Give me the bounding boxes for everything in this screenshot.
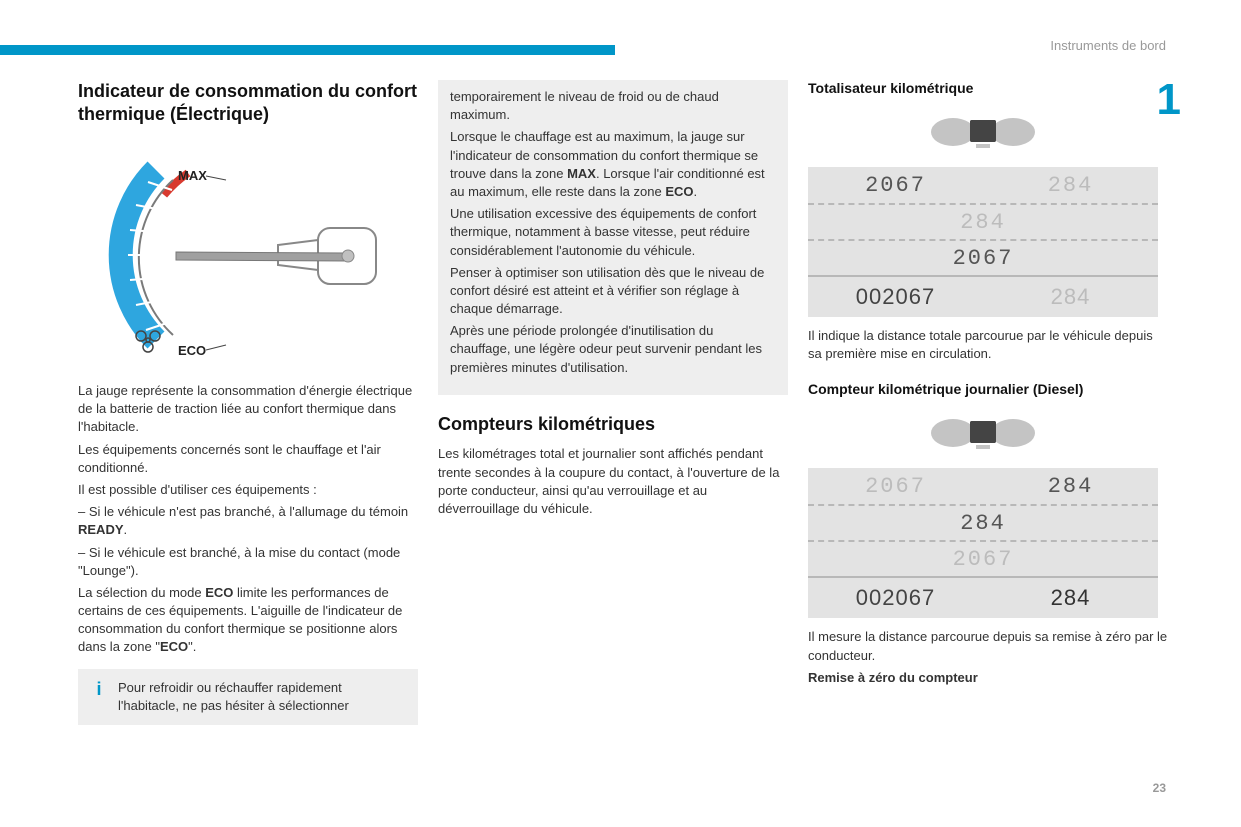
g4: Penser à optimiser son utilisation dès q… bbox=[450, 264, 776, 319]
info-icon: i bbox=[88, 677, 110, 699]
top-accent-bar bbox=[0, 45, 615, 55]
col1-p2: Les équipements concernés sont le chauff… bbox=[78, 441, 418, 477]
odometer-value: 284 bbox=[808, 210, 1158, 235]
dashboard-outline-icon bbox=[808, 110, 1158, 159]
col3-h3b: Compteur kilométrique journalier (Diesel… bbox=[808, 381, 1168, 397]
t: La sélection du mode bbox=[78, 585, 205, 600]
odometer-row: 284 bbox=[808, 504, 1158, 540]
odometer-display-total: 20672842842067002067284 bbox=[808, 110, 1158, 317]
info-text: Pour refroidir ou réchauffer rapidement … bbox=[118, 680, 349, 713]
col1-li2: – Si le véhicule est branché, à la mise … bbox=[78, 544, 418, 580]
svg-text:MAX: MAX bbox=[178, 168, 207, 183]
odometer-trip: 284 bbox=[983, 585, 1158, 611]
svg-text:ECO: ECO bbox=[178, 343, 206, 358]
info-callout: i Pour refroidir ou réchauffer rapidemen… bbox=[78, 669, 418, 725]
odometer-bottom-row: 002067284 bbox=[808, 275, 1158, 317]
t: ECO bbox=[160, 639, 188, 654]
g2: Lorsque le chauffage est au maximum, la … bbox=[450, 128, 776, 201]
t: MAX bbox=[567, 166, 596, 181]
column-3: Totalisateur kilométrique 20672842842067… bbox=[808, 80, 1168, 725]
col3-pBb: Remise à zéro du compteur bbox=[808, 669, 1168, 687]
g5: Après une période prolongée d'inutilisat… bbox=[450, 322, 776, 377]
col1-title: Indicateur de consommation du confort th… bbox=[78, 80, 418, 125]
odometer-trip: 284 bbox=[983, 284, 1158, 310]
odometer-total: 002067 bbox=[808, 585, 983, 611]
column-1: Indicateur de consommation du confort th… bbox=[78, 80, 418, 725]
t: ECO bbox=[665, 184, 693, 199]
col1-li1c: . bbox=[124, 522, 128, 537]
odometer-display-trip: 20672842842067002067284 bbox=[808, 411, 1158, 618]
col3-h3a: Totalisateur kilométrique bbox=[808, 80, 1168, 96]
column-2: temporairement le niveau de froid ou de … bbox=[438, 80, 788, 725]
col1-p1: La jauge représente la consommation d'én… bbox=[78, 382, 418, 437]
odometer-row: 2067 bbox=[808, 540, 1158, 576]
t: . bbox=[694, 184, 698, 199]
col1-li1a: – Si le véhicule n'est pas branché, à l'… bbox=[78, 504, 408, 519]
odometer-row: 2067 bbox=[808, 239, 1158, 275]
odometer-value: 284 bbox=[808, 511, 1158, 536]
gauge-svg: MAX ECO bbox=[78, 140, 418, 370]
gray-continuation-block: temporairement le niveau de froid ou de … bbox=[438, 80, 788, 395]
col1-p3: Il est possible d'utiliser ces équipemen… bbox=[78, 481, 418, 499]
header-section-label: Instruments de bord bbox=[1050, 38, 1166, 53]
col1-li1: – Si le véhicule n'est pas branché, à l'… bbox=[78, 503, 418, 539]
odometer-value: 2067 bbox=[808, 246, 1158, 271]
col1-li1b: READY bbox=[78, 522, 124, 537]
odometer-row: 284 bbox=[808, 203, 1158, 239]
col1-p4: La sélection du mode ECO limite les perf… bbox=[78, 584, 418, 657]
t: Remise à zéro du compteur bbox=[808, 670, 978, 685]
odometer-value-right: 284 bbox=[983, 474, 1158, 499]
t: ". bbox=[188, 639, 196, 654]
odometer-total: 002067 bbox=[808, 284, 983, 310]
page-number: 23 bbox=[1153, 781, 1166, 795]
col3-pB: Il mesure la distance parcourue depuis s… bbox=[808, 628, 1168, 664]
col3-pA: Il indique la distance totale parcourue … bbox=[808, 327, 1168, 363]
odometer-value: 2067 bbox=[808, 547, 1158, 572]
odometer-row: 2067284 bbox=[808, 167, 1158, 203]
content-columns: Indicateur de consommation du confort th… bbox=[78, 80, 1168, 725]
g1: temporairement le niveau de froid ou de … bbox=[450, 88, 776, 124]
odometer-value-left: 2067 bbox=[808, 474, 983, 499]
t: ECO bbox=[205, 585, 233, 600]
odometer-row: 2067284 bbox=[808, 468, 1158, 504]
odometer-value-right: 284 bbox=[983, 173, 1158, 198]
dashboard-outline-icon bbox=[808, 411, 1158, 460]
col2-p1: Les kilométrages total et journalier son… bbox=[438, 445, 788, 518]
g3: Une utilisation excessive des équipement… bbox=[450, 205, 776, 260]
thermal-gauge-figure: MAX ECO bbox=[78, 140, 418, 370]
odometer-bottom-row: 002067284 bbox=[808, 576, 1158, 618]
odometer-value-left: 2067 bbox=[808, 173, 983, 198]
col2-h2: Compteurs kilométriques bbox=[438, 413, 788, 436]
